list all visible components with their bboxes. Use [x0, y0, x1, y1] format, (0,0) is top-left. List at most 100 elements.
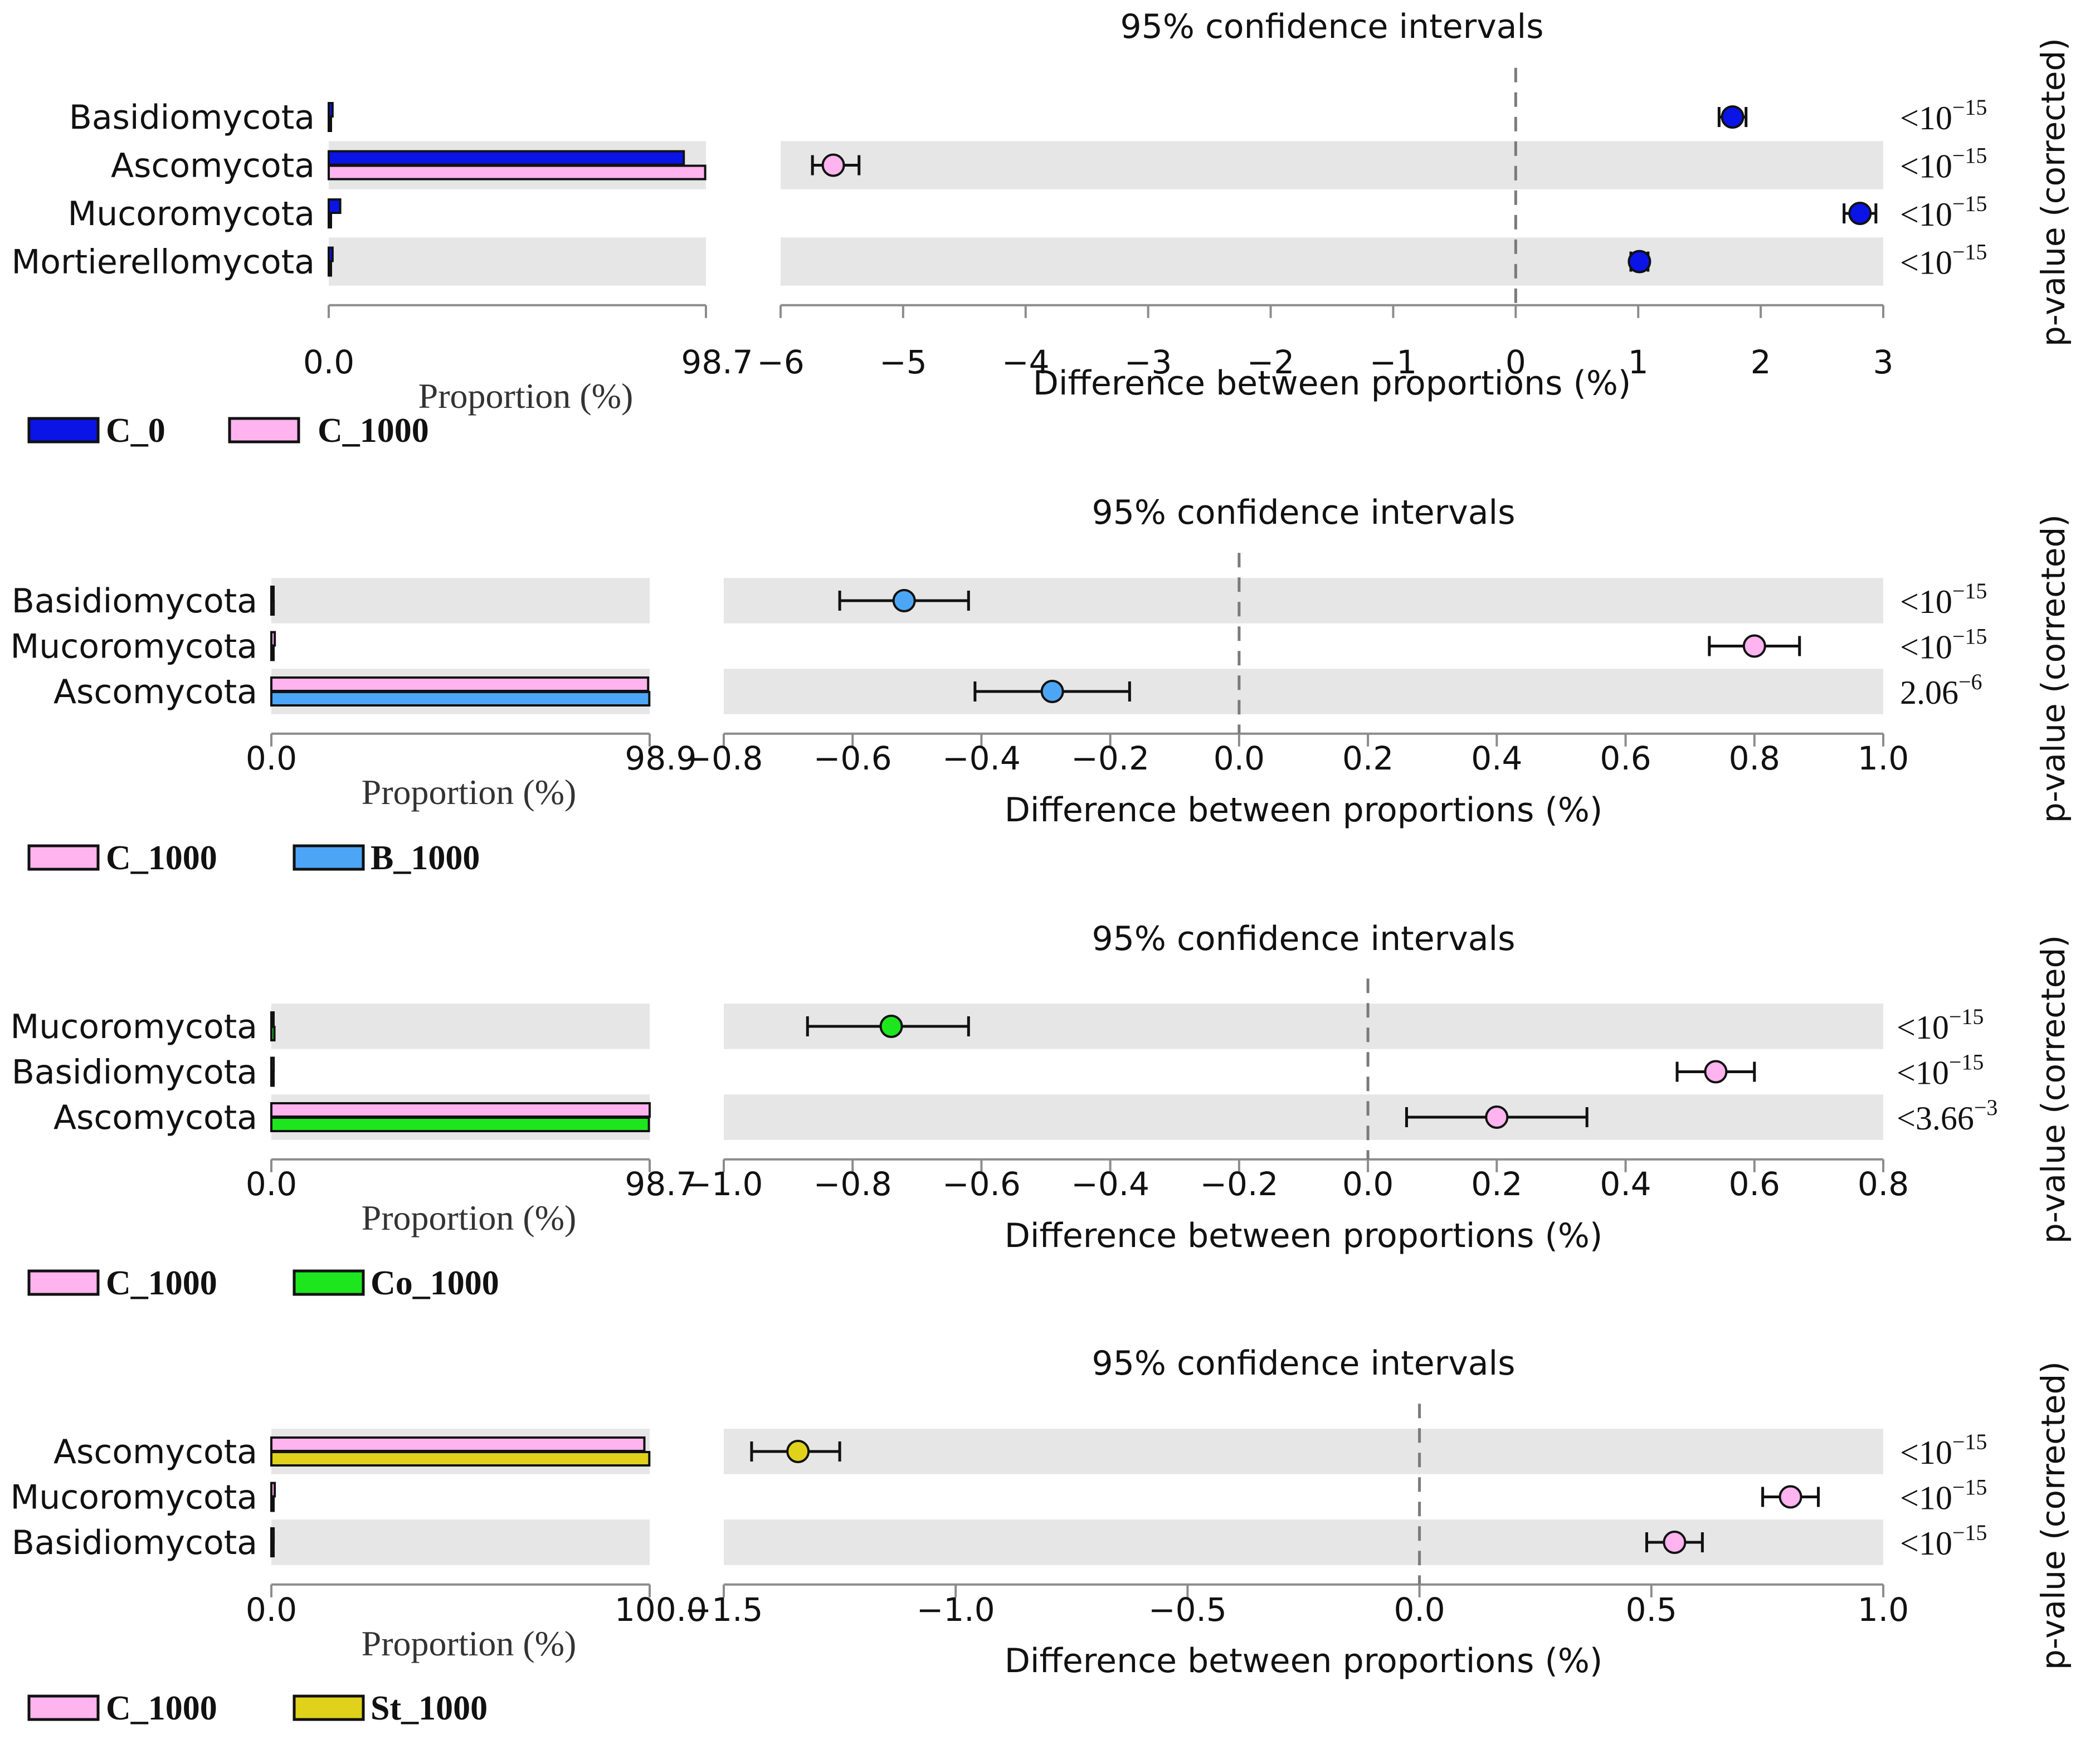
taxon-label: Ascomycota — [53, 673, 257, 712]
difference-band — [724, 669, 1883, 714]
p-value: <10−15 — [1900, 1475, 1987, 1517]
p-value: <10−15 — [1897, 1004, 1984, 1046]
legend-swatch — [293, 844, 365, 871]
legend-label: C_0 — [106, 412, 165, 450]
proportion-bar — [270, 1542, 275, 1557]
legend-swatch — [293, 1269, 365, 1296]
difference-tick-label: −1.0 — [685, 1165, 763, 1203]
proportion-bar — [270, 1011, 275, 1027]
proportion-bar — [270, 645, 275, 661]
proportion-min-label: 0.0 — [246, 1165, 297, 1203]
difference-axis-title: Difference between proportions (%) — [1033, 364, 1631, 403]
panel-3: 95% confidence intervals Mucoromycota Basi… — [11, 919, 2073, 1302]
difference-tick-label: 0.0 — [1342, 1165, 1393, 1203]
p-value: <10−15 — [1900, 1429, 1987, 1471]
difference-tick-label: −6 — [757, 343, 805, 381]
difference-axis-title: Difference between proportions (%) — [1005, 1641, 1603, 1680]
panel-4: 95% confidence intervals Ascomycota Mucoro… — [11, 1344, 2073, 1727]
proportion-min-label: 0.0 — [246, 1591, 297, 1629]
difference-tick-label: 0.2 — [1342, 739, 1393, 777]
proportion-bar — [328, 246, 334, 262]
difference-tick-label: 0.4 — [1471, 739, 1522, 777]
proportion-bar — [270, 1056, 275, 1073]
proportion-bar — [328, 102, 334, 118]
legend-swatch — [27, 844, 100, 871]
difference-point — [1485, 1105, 1509, 1129]
proportion-bar — [270, 1482, 276, 1498]
difference-tick-label: 0.6 — [1600, 739, 1651, 777]
proportion-band — [271, 1004, 650, 1049]
p-value: <10−15 — [1900, 143, 1987, 185]
p-value-axis-title: p-value (corrected) — [2034, 1361, 2072, 1670]
difference-point — [1663, 1531, 1687, 1554]
proportion-bar — [328, 164, 707, 181]
p-value-text: <3.66−3 — [1897, 1095, 1997, 1137]
proportion-axis-title: Proportion (%) — [362, 1624, 577, 1663]
taxon-label: Ascomycota — [53, 1098, 257, 1137]
p-value-base: <3.66 — [1897, 1100, 1974, 1137]
difference-tick-label: −0.2 — [1071, 739, 1149, 777]
legend-swatch — [27, 1694, 100, 1721]
difference-tick-label: −0.8 — [685, 739, 763, 777]
p-value-text: <10−15 — [1900, 578, 1987, 620]
proportion-bar — [270, 1071, 275, 1087]
difference-band — [781, 141, 1883, 189]
p-value: <3.66−3 — [1897, 1095, 1997, 1137]
p-value-exponent: −6 — [1958, 669, 1982, 694]
p-value-exponent: −15 — [1952, 1520, 1987, 1545]
p-value-base: <10 — [1897, 1055, 1949, 1092]
difference-tick-label: −1.0 — [917, 1591, 995, 1629]
p-value-base: <10 — [1900, 1480, 1952, 1517]
p-value-text: <10−15 — [1900, 95, 1987, 137]
proportion-min-label: 0.0 — [246, 739, 297, 777]
panel-title: 95% confidence intervals — [1092, 1344, 1516, 1383]
panel-2: 95% confidence intervals Basidiomycota Muc… — [11, 493, 2073, 877]
legend-label: C_1000 — [106, 1264, 217, 1302]
panel-title: 95% confidence intervals — [1092, 919, 1516, 958]
p-value-base: <10 — [1900, 1525, 1952, 1562]
legend-swatch — [27, 417, 100, 444]
p-value: <10−15 — [1900, 95, 1987, 137]
p-value-text: <10−15 — [1897, 1050, 1984, 1092]
proportion-bar — [270, 631, 276, 647]
p-value-exponent: −15 — [1952, 95, 1987, 120]
p-value-exponent: −3 — [1974, 1095, 1998, 1120]
taxon-label: Mucoromycota — [68, 194, 315, 233]
taxon-label: Basidiomycota — [12, 1523, 257, 1562]
p-value-base: <10 — [1900, 100, 1952, 137]
taxon-label: Mucoromycota — [11, 1007, 258, 1046]
taxon-label: Basidiomycota — [12, 1053, 257, 1092]
difference-tick-label: 1 — [1628, 343, 1649, 381]
proportion-bar — [270, 586, 275, 601]
difference-tick-label: 3 — [1873, 343, 1894, 381]
proportion-bar — [270, 1102, 651, 1118]
p-value-text: <10−15 — [1900, 143, 1987, 185]
difference-point — [1779, 1485, 1802, 1509]
proportion-bar — [270, 1451, 651, 1467]
difference-point — [821, 153, 845, 177]
difference-tick-label: 0.6 — [1729, 1165, 1780, 1203]
p-value: <10−15 — [1900, 624, 1987, 666]
legend-label: C_1000 — [106, 1689, 217, 1727]
difference-tick-label: −1 — [1370, 343, 1417, 381]
proportion-band — [271, 578, 650, 623]
p-value-base: <10 — [1900, 196, 1952, 233]
legend-swatch — [293, 1694, 365, 1721]
proportion-bar — [270, 1026, 276, 1041]
legend-label: St_1000 — [371, 1689, 488, 1727]
difference-tick-label: −5 — [879, 343, 927, 381]
proportion-bar — [328, 198, 342, 214]
p-value-base: <10 — [1900, 1434, 1952, 1471]
p-value: <10−15 — [1897, 1050, 1984, 1092]
difference-band — [724, 1519, 1883, 1565]
p-value-exponent: −15 — [1952, 1475, 1987, 1500]
p-value-exponent: −15 — [1949, 1050, 1984, 1075]
difference-point — [1721, 105, 1745, 129]
difference-tick-label: −0.5 — [1148, 1591, 1227, 1629]
p-value: <10−15 — [1900, 1520, 1987, 1562]
p-value-base: <10 — [1900, 148, 1952, 185]
proportion-bar — [270, 676, 650, 692]
difference-axis-title: Difference between proportions (%) — [1005, 791, 1603, 830]
p-value-text: <10−15 — [1900, 1520, 1987, 1562]
